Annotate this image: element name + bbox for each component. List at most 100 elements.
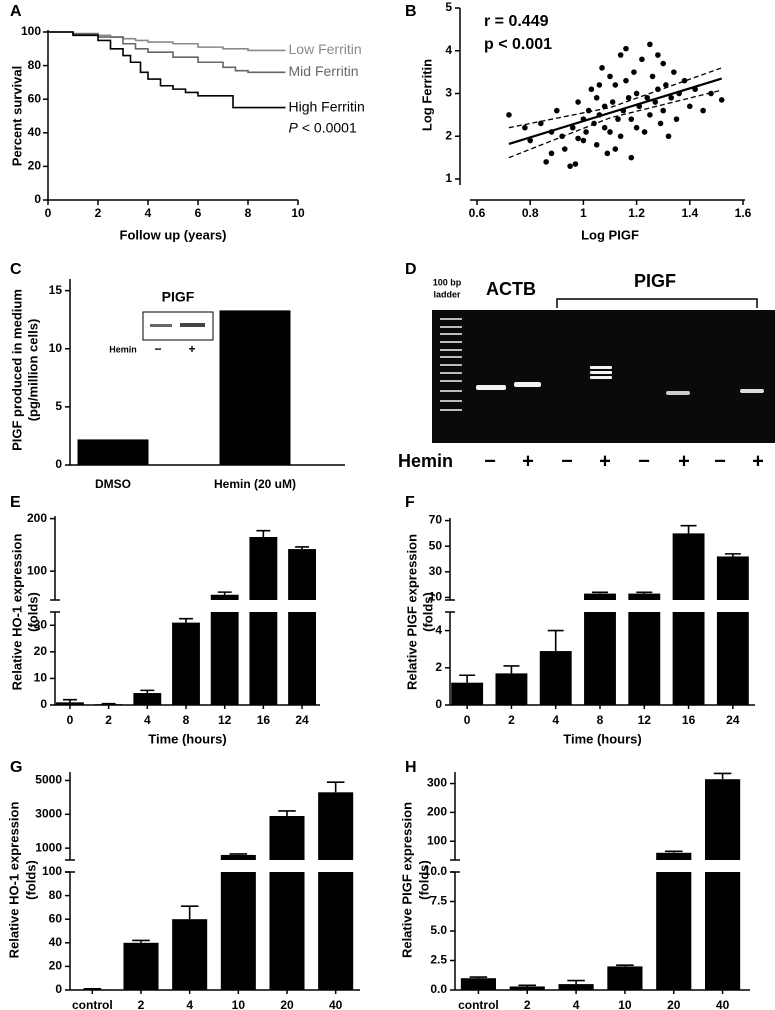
scatter-point [538,120,544,127]
y-tick-label: 0 [55,457,62,471]
scatter-point [607,129,613,135]
y-tick-label: 4 [445,43,452,57]
y-tick-label: 100 [42,864,62,878]
bar [220,854,256,860]
bar [133,693,162,705]
scatter-point [569,124,576,131]
ladder-label: ladder [433,289,461,299]
error-bar [503,665,520,674]
series-label: Mid Ferritin [289,63,359,79]
bar [558,984,594,990]
scatter-point [612,146,619,152]
x-tick-label: 10 [618,998,632,1010]
ladder-label: 100 bp [433,277,462,287]
y-tick-label: 10.0 [424,864,448,878]
x-tick-label: 4 [144,713,151,727]
error-bar [83,988,102,990]
inset-title: PIGF [162,289,195,305]
y-tick-label: 60 [49,911,63,925]
scatter-point [585,107,592,114]
scatter-point [604,150,611,157]
bar [656,852,692,860]
y-tick-label: 70 [429,513,443,527]
x-tick-label: 2 [524,998,531,1010]
x-tick-label: 1 [580,206,587,220]
bar [539,651,572,705]
bar [220,872,256,990]
scatter-point [628,116,635,122]
scatter-point [617,133,624,140]
bar [210,612,239,705]
bar [74,989,110,990]
y-tick-label: 5 [445,0,452,14]
x-tick-label: 10 [291,206,305,220]
bar [210,594,239,600]
error-bar [140,689,155,694]
y-tick-label: 100 [427,833,447,847]
y-tick-label: 5 [55,399,62,413]
bar [451,682,484,705]
x-tick-label: 6 [195,206,202,220]
error-bar [326,781,345,793]
error-bar [256,529,271,537]
scatter-point [665,133,672,140]
scatter-point [633,124,640,131]
scatter-point [612,82,619,88]
gene-label: PIGF [634,271,676,291]
y-tick-label: 10 [34,671,48,685]
y-axis-label: (folds) [23,860,38,900]
bar [94,704,123,705]
p-value: < 0.0001 [302,119,357,135]
x-tick-label: 4 [145,206,152,220]
y-axis-label: (pg/million cells) [25,319,40,422]
y-tick-label: 15 [49,283,63,297]
y-tick-label: 80 [49,888,63,902]
x-tick-label: 1.2 [628,206,645,220]
inset-sign: − [154,342,161,356]
x-tick-label: 12 [638,713,652,727]
x-axis-label: Time (hours) [148,731,227,746]
scatter-point [652,99,659,105]
x-tick-label: 40 [716,998,730,1010]
error-bar [229,853,248,855]
series-label: Low Ferritin [289,41,362,57]
y-tick-label: 2 [445,128,452,142]
panel-letter: E [10,494,21,511]
y-axis-label: (folds) [25,592,40,632]
x-tick-label: 0.6 [469,206,486,220]
scatter-point [588,86,595,93]
regression-line [508,77,723,145]
scatter-point [708,90,714,97]
panel-letter: B [405,3,417,20]
y-tick-label: 30 [34,617,48,631]
bar [705,872,741,990]
scatter-point [609,99,616,105]
p-symbol: P [289,119,299,135]
scatter-point [575,99,581,105]
x-axis-label: Follow up (years) [120,227,227,242]
y-tick-label: 20 [28,159,42,173]
sign: − [484,450,496,472]
axis [69,279,345,466]
y-tick-label: 0 [40,697,47,711]
sample-bands [476,366,764,395]
y-tick-label: 40 [49,935,63,949]
scatter-point [644,94,651,101]
bar [628,593,661,600]
bar [219,310,291,465]
confidence-band [508,89,722,159]
y-axis-label: Log Ferritin [419,59,434,131]
bar [672,533,705,600]
scatter-point [673,116,680,122]
y-tick-label: 3000 [35,806,62,820]
scatter-point [671,69,677,75]
y-tick-label: 20 [34,644,48,658]
scatter-point [663,82,669,88]
bar [172,919,208,990]
bar [584,593,616,600]
x-tick-label: 24 [726,713,740,727]
survival-curve [48,31,286,74]
error-bar [217,591,232,595]
x-tick-label: 0 [464,713,471,727]
bar [495,673,528,705]
